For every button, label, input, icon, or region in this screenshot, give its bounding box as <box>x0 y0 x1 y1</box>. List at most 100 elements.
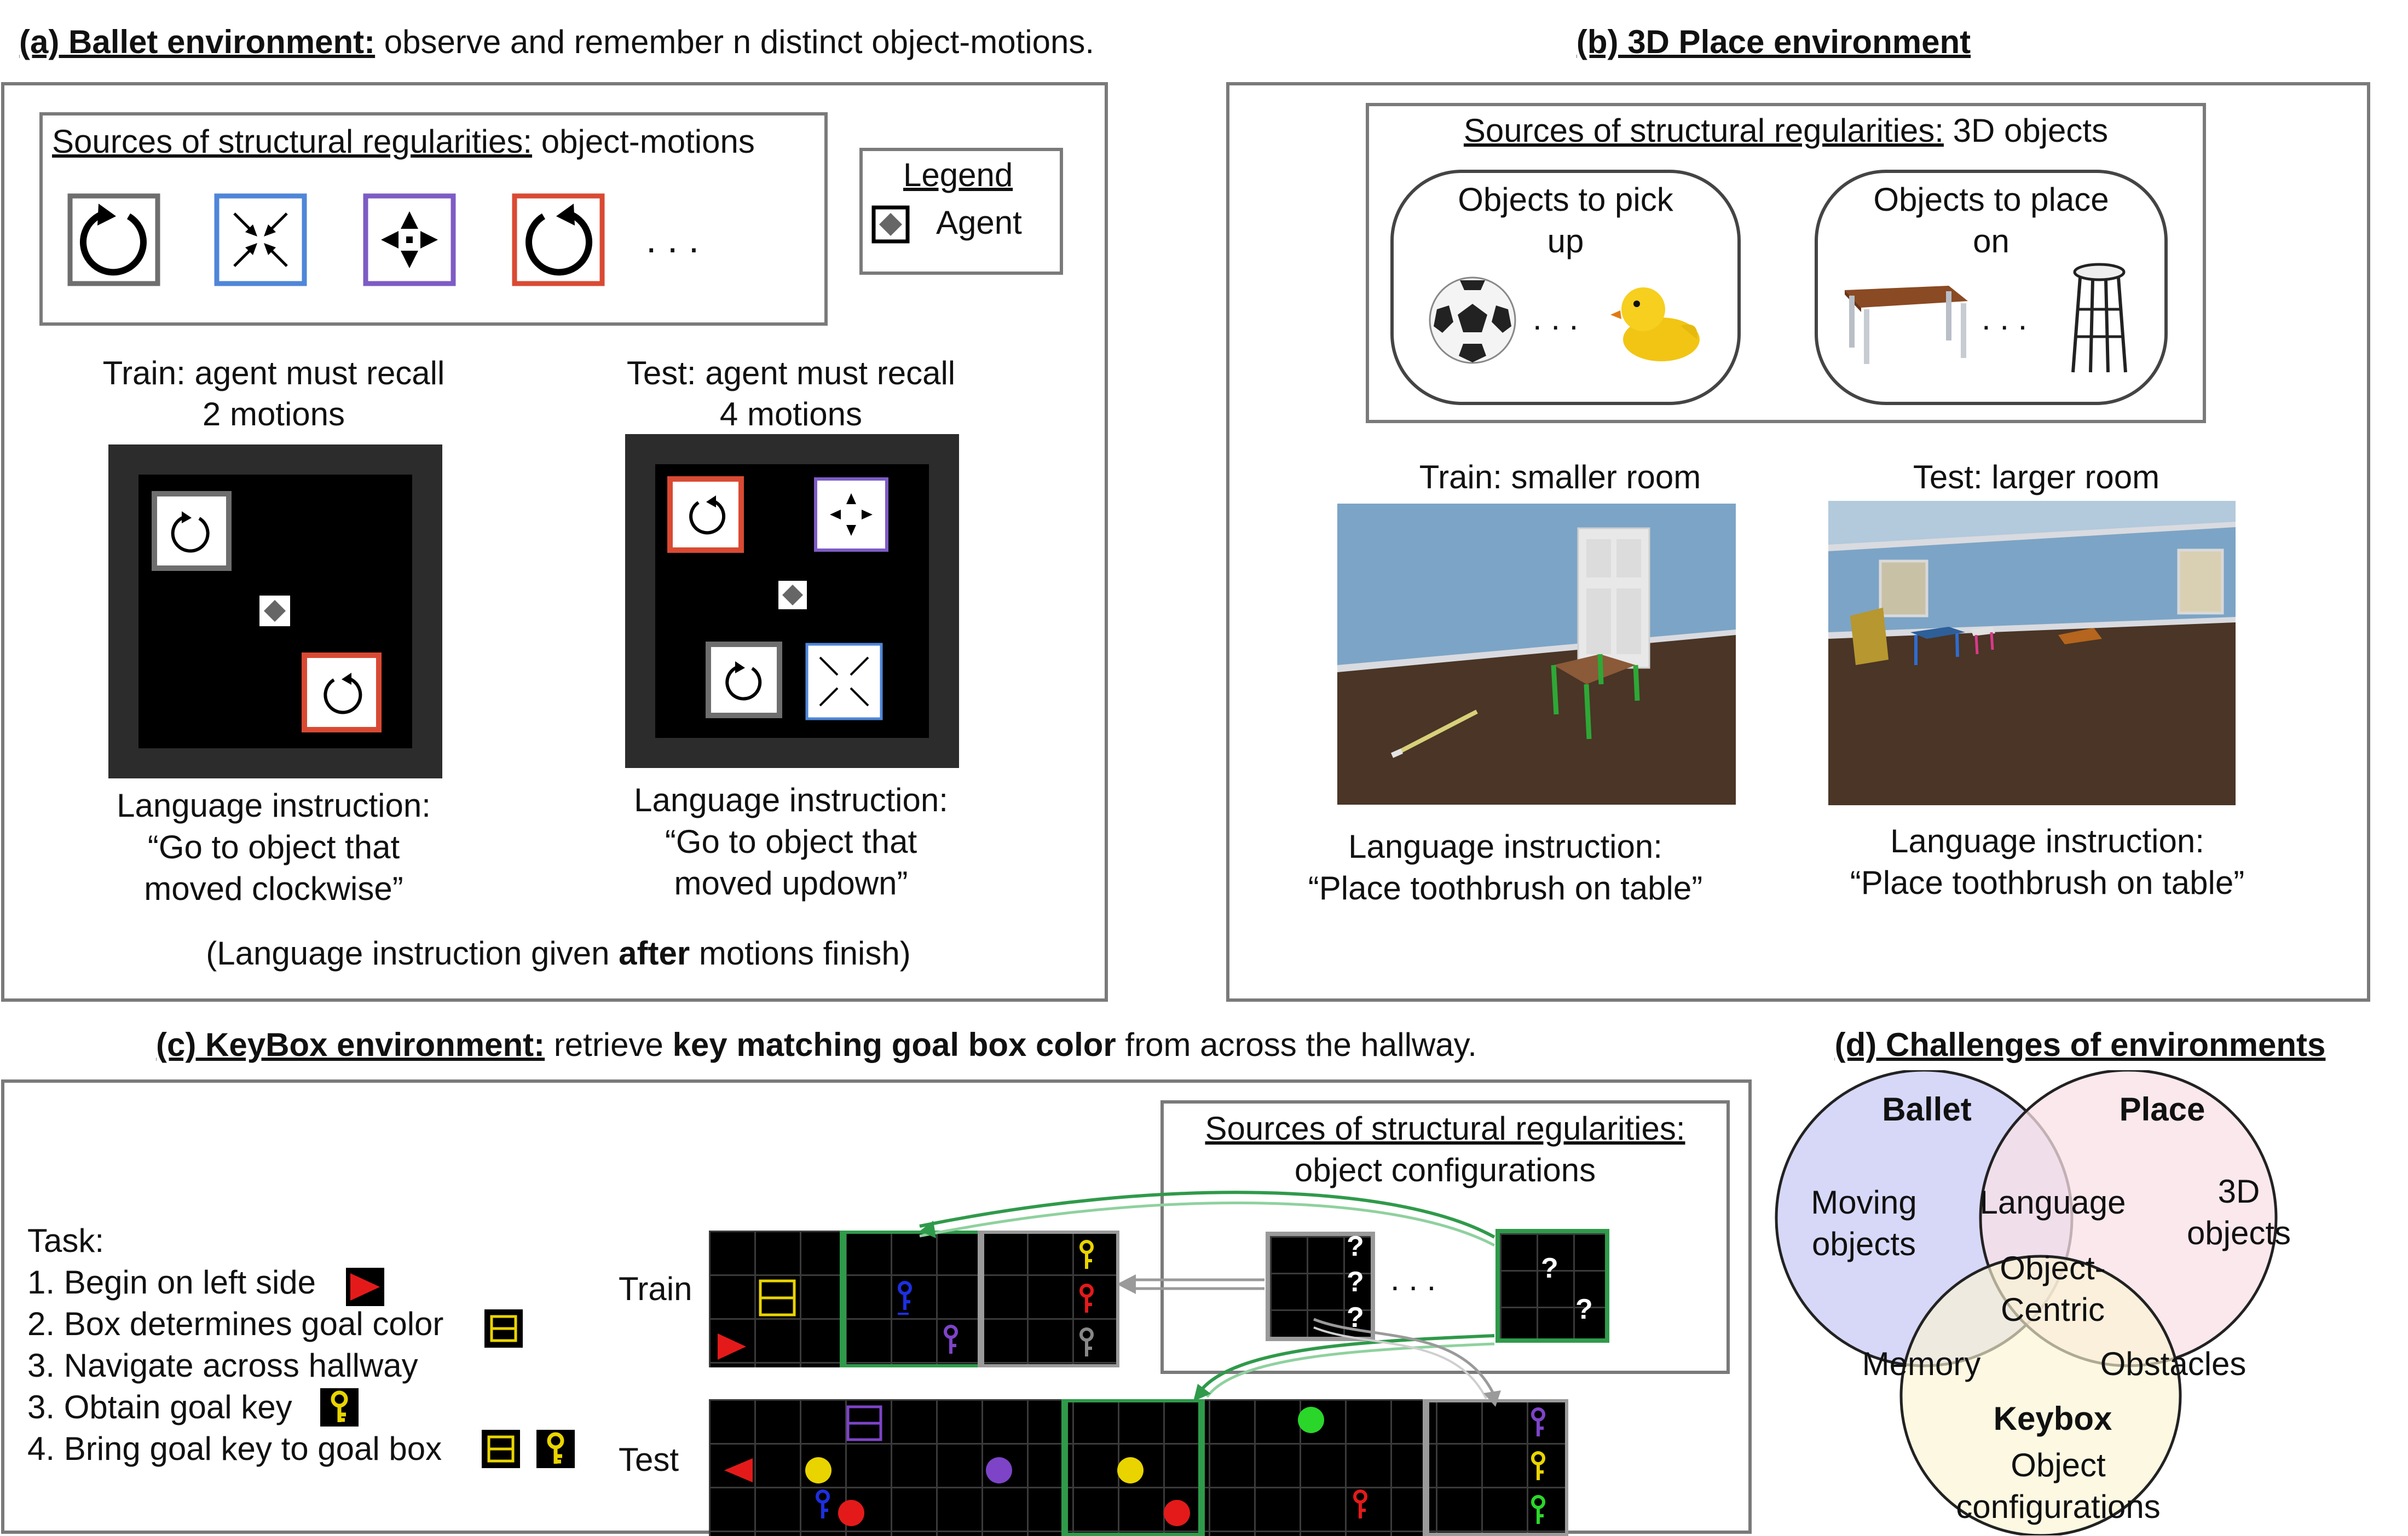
panel-a-sources-title: Sources of structural regularities: obje… <box>52 122 755 162</box>
panel-a-heading-label: (a) Ballet environment: <box>19 24 376 60</box>
venn-object-centric-1: Object- <box>2000 1250 2106 1286</box>
venn-config-2: configurations <box>1956 1488 2161 1525</box>
venn-obstacles: Obstacles <box>2100 1346 2247 1382</box>
panel-d-heading: (d) Challenges of environments <box>1834 1026 2326 1063</box>
ballet-footer: (Language instruction given after motion… <box>109 933 1007 974</box>
test-agent <box>778 581 807 609</box>
motion-icons <box>67 193 605 286</box>
table-icon <box>1845 286 1968 364</box>
clockwise-motion-icon <box>67 193 160 286</box>
panel-c-heading: (c) KeyBox environment: retrieve key mat… <box>156 1025 1477 1065</box>
panel-c-sources-box <box>1160 1100 1730 1374</box>
test-inward-object <box>805 643 883 720</box>
venn-place-label: Place <box>2119 1091 2205 1128</box>
panel-c-heading-mid: retrieve <box>545 1026 673 1063</box>
ballet-test-instr-2: “Go to object that <box>665 823 917 860</box>
ballet-test-caption-2: 4 motions <box>719 396 863 432</box>
task-title: Task: <box>27 1222 105 1259</box>
agent-start-icon <box>346 1268 384 1306</box>
agent-legend-icon <box>871 205 910 244</box>
test-clockwise-object <box>706 642 782 718</box>
place-train-room-render <box>1337 504 1736 805</box>
panel-a-sources-rest: object-motions <box>532 123 755 160</box>
legend-agent-label: Agent <box>936 204 1022 241</box>
panel-a-ellipsis: . . . <box>646 218 700 261</box>
task-step-4: 3. Obtain goal key <box>27 1389 292 1425</box>
ballet-train-grid <box>108 444 442 778</box>
panel-a-heading-rest: observe and remember n distinct object-m… <box>375 24 1095 60</box>
test-updown-object <box>814 477 888 552</box>
ballet-test-instr-3: moved updown” <box>674 865 908 902</box>
train-counterclockwise-object <box>302 652 382 732</box>
venn-diagram <box>1775 1070 2278 1535</box>
panel-b-sources-rest: 3D objects <box>1943 112 2109 149</box>
panel-c-heading-label: (c) KeyBox environment: <box>156 1026 545 1063</box>
task-step-3: 3. Navigate across hallway <box>27 1347 418 1384</box>
venn-memory: Memory <box>1862 1346 1981 1382</box>
train-agent <box>259 596 290 626</box>
venn-3d-1: 3D <box>2218 1173 2260 1210</box>
ballet-train-instr-2: “Go to object that <box>147 829 400 865</box>
ballet-test-caption-1: Test: agent must recall <box>626 355 956 391</box>
ballet-train-instr-1: Language instruction: <box>117 787 431 824</box>
keybox-train-objects <box>718 1231 1119 1367</box>
goal-key-icon <box>320 1388 359 1427</box>
ballet-train-caption-2: 2 motions <box>202 396 345 432</box>
place-on-title-2: on <box>1973 223 2009 259</box>
pickup-ellipsis: . . . <box>1533 300 1579 337</box>
config-q-1: ? <box>1347 1231 1364 1262</box>
venn-keybox-circle <box>1899 1255 2182 1535</box>
ballet-train-caption-1: Train: agent must recall <box>102 355 445 391</box>
ballet-test-grid <box>625 434 959 768</box>
config-template-1 <box>1266 1232 1375 1341</box>
task-step-1: 1. Begin on left side <box>27 1264 316 1301</box>
keybox-test-label: Test <box>619 1441 679 1478</box>
venn-object-centric-2: Centric <box>2000 1291 2105 1328</box>
config-ellipsis: . . . <box>1390 1261 1436 1297</box>
goal-key-icon-2 <box>536 1430 575 1468</box>
panel-c-sources-line2: object configurations <box>1294 1152 1596 1188</box>
place-on-ellipsis: . . . <box>1982 300 2028 337</box>
config-q-4: ? <box>1541 1252 1558 1284</box>
inward-motion-icon <box>214 193 307 286</box>
config-template-2 <box>1495 1229 1609 1343</box>
panel-a-sources-label: Sources of structural regularities: <box>52 123 533 160</box>
pickup-title-2: up <box>1547 223 1584 259</box>
task-step-2: 2. Box determines goal color <box>27 1306 444 1342</box>
rubber-duck-icon <box>1610 287 1700 361</box>
task-step-5: 4. Bring goal key to goal box <box>27 1430 442 1467</box>
place-train-instr-2: “Place toothbrush on table” <box>1308 870 1703 906</box>
ballet-footer-bold: after <box>619 935 690 972</box>
place-train-instr-1: Language instruction: <box>1348 828 1662 865</box>
place-on-title-1: Objects to place <box>1873 181 2109 218</box>
updown-motion-icon <box>363 193 456 286</box>
ballet-footer-post: motions finish) <box>690 935 911 972</box>
venn-config-1: Object <box>2011 1447 2106 1483</box>
place-test-room-render <box>1828 501 2236 805</box>
ballet-train-instr-3: moved clockwise” <box>144 870 403 907</box>
place-test-instr-1: Language instruction: <box>1890 823 2204 859</box>
ballet-test-instr-1: Language instruction: <box>634 782 948 818</box>
panel-b-sources-title: Sources of structural regularities: 3D o… <box>1366 111 2206 151</box>
panel-c-sources-label: Sources of structural regularities: <box>1205 1110 1685 1147</box>
ballet-footer-pre: (Language instruction given <box>206 935 619 972</box>
venn-keybox-label: Keybox <box>1993 1400 2112 1437</box>
venn-ballet-label: Ballet <box>1882 1091 1972 1128</box>
keybox-test-objects <box>724 1399 1568 1536</box>
counterclockwise-motion-icon <box>512 193 605 286</box>
panel-c-heading-bold: key matching goal box color <box>672 1026 1116 1063</box>
venn-moving-1: Moving <box>1811 1184 1917 1221</box>
keybox-arrows <box>919 1191 1501 1407</box>
train-clockwise-object <box>152 491 232 571</box>
place-train-caption: Train: smaller room <box>1419 459 1701 495</box>
panel-b-sources-label: Sources of structural regularities: <box>1463 112 1944 149</box>
panel-c-heading-post: from across the hallway. <box>1116 1026 1477 1063</box>
pickup-title-1: Objects to pick <box>1458 181 1673 218</box>
venn-moving-2: objects <box>1811 1226 1916 1262</box>
soccer-ball-icon <box>1429 276 1516 364</box>
venn-3d-2: objects <box>2186 1215 2291 1251</box>
stool-icon <box>2071 263 2127 373</box>
config-q-5: ? <box>1575 1294 1593 1325</box>
panel-a-heading: (a) Ballet environment: observe and reme… <box>19 22 1094 62</box>
test-counterclockwise-object <box>667 476 744 553</box>
